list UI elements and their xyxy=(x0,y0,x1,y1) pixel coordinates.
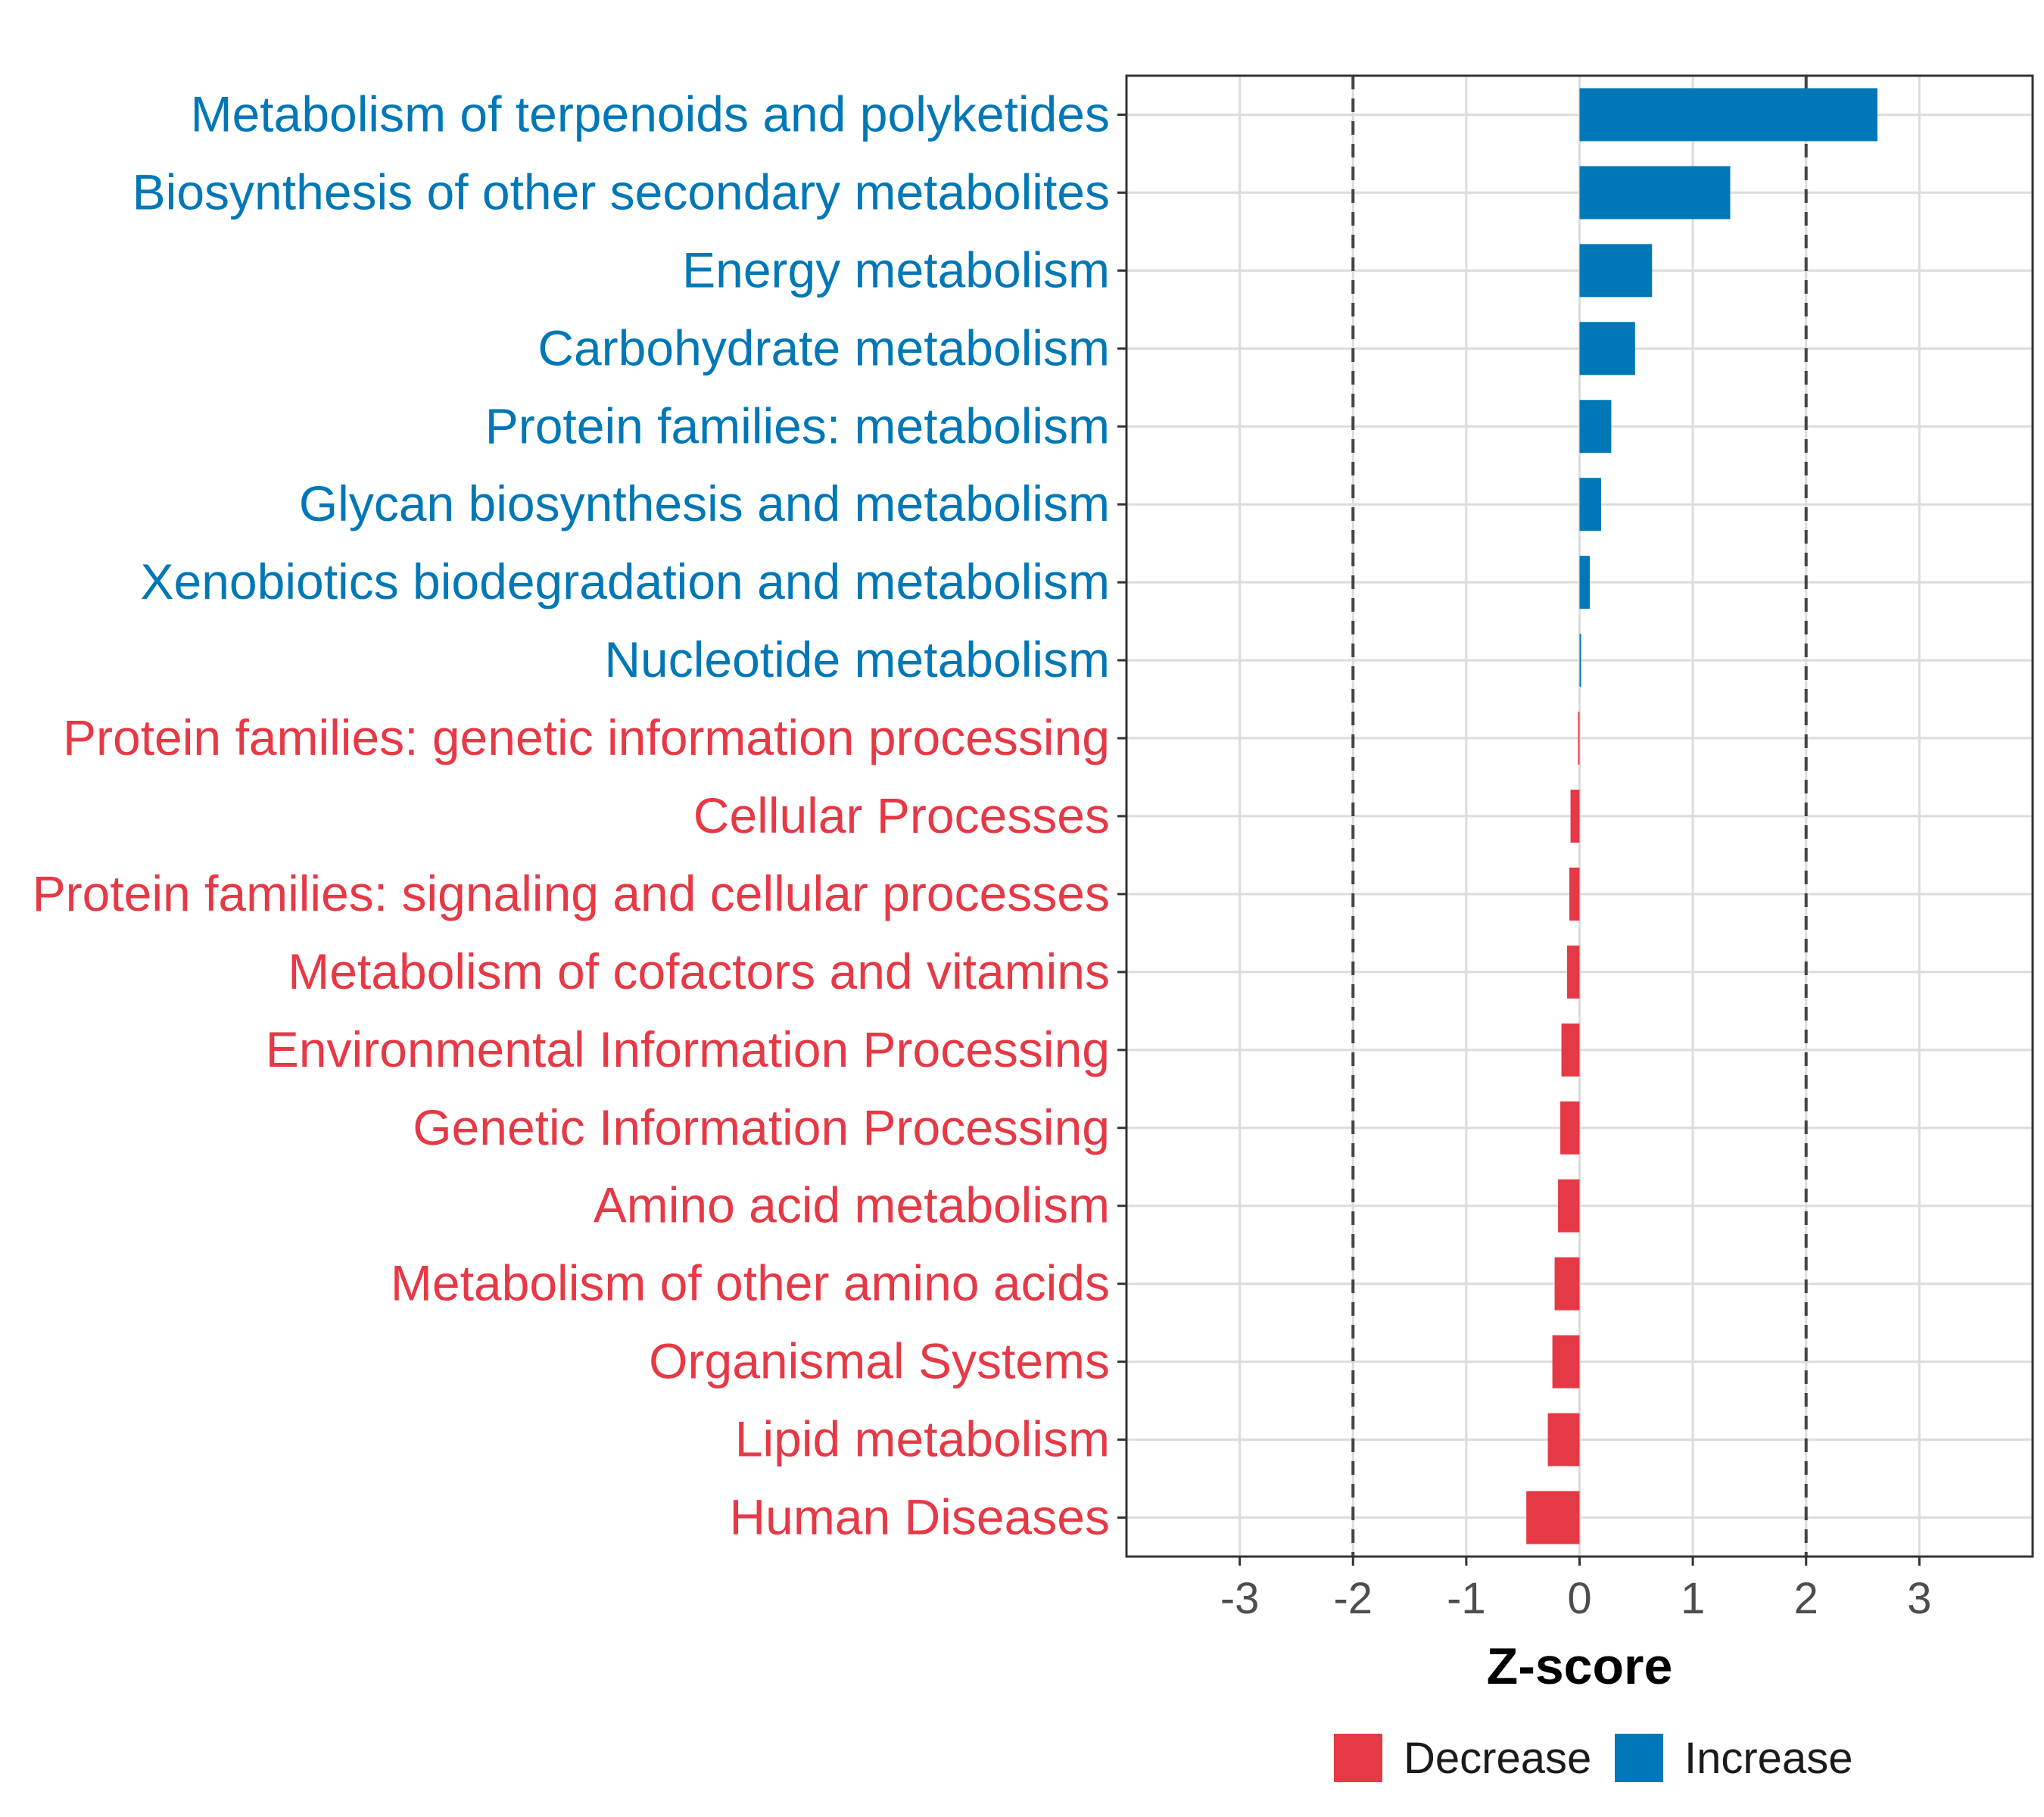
y-label-amino-acid-metabolism: Amino acid metabolism xyxy=(594,1177,1110,1233)
legend-swatch-increase xyxy=(1615,1734,1663,1782)
x-tick-label-1: 1 xyxy=(1681,1574,1705,1623)
y-label-genetic-information-processing: Genetic Information Processing xyxy=(413,1099,1110,1155)
y-label-metabolism-of-cofactors-and-vitamins: Metabolism of cofactors and vitamins xyxy=(288,943,1110,999)
y-label-protein-families-signaling-and-cellular-processes: Protein families: signaling and cellular… xyxy=(33,865,1110,921)
bar-metabolism-of-other-amino-acids xyxy=(1554,1257,1580,1311)
bar-protein-families-genetic-information-processing xyxy=(1578,712,1580,765)
bar-genetic-information-processing xyxy=(1560,1101,1580,1155)
y-label-carbohydrate-metabolism: Carbohydrate metabolism xyxy=(537,319,1110,376)
bar-glycan-biosynthesis-and-metabolism xyxy=(1579,478,1601,531)
y-label-protein-families-genetic-information-processing: Protein families: genetic information pr… xyxy=(63,709,1110,765)
x-axis-title: Z-score xyxy=(1487,1638,1673,1695)
bar-organismal-systems xyxy=(1552,1335,1580,1388)
bars xyxy=(1526,88,1878,1544)
bar-lipid-metabolism xyxy=(1547,1413,1580,1466)
bar-human-diseases xyxy=(1526,1491,1580,1544)
y-label-energy-metabolism: Energy metabolism xyxy=(682,242,1110,298)
y-label-cellular-processes: Cellular Processes xyxy=(693,787,1110,843)
y-label-protein-families-metabolism: Protein families: metabolism xyxy=(485,397,1110,453)
legend-label-decrease: Decrease xyxy=(1404,1734,1591,1783)
y-label-metabolism-of-other-amino-acids: Metabolism of other amino acids xyxy=(391,1255,1110,1311)
y-label-human-diseases: Human Diseases xyxy=(729,1489,1110,1545)
bar-carbohydrate-metabolism xyxy=(1579,322,1635,376)
bar-metabolism-of-cofactors-and-vitamins xyxy=(1567,945,1580,999)
y-axis-ticks xyxy=(1117,113,1126,1519)
x-tick-label-2: 2 xyxy=(1794,1574,1818,1623)
bar-xenobiotics-biodegradation-and-metabolism xyxy=(1579,556,1590,609)
bar-environmental-information-processing xyxy=(1561,1023,1580,1077)
y-axis-labels: Metabolism of terpenoids and polyketides… xyxy=(33,86,1110,1544)
x-tick-label-3: 3 xyxy=(1907,1574,1931,1623)
y-label-biosynthesis-of-other-secondary-metabolites: Biosynthesis of other secondary metaboli… xyxy=(132,164,1110,220)
y-label-organismal-systems: Organismal Systems xyxy=(649,1333,1110,1389)
y-label-nucleotide-metabolism: Nucleotide metabolism xyxy=(604,631,1110,687)
y-label-metabolism-of-terpenoids-and-polyketides: Metabolism of terpenoids and polyketides xyxy=(191,86,1110,142)
x-tick-label-2: -2 xyxy=(1333,1574,1373,1623)
legend-swatch-decrease xyxy=(1334,1734,1382,1782)
bar-energy-metabolism xyxy=(1579,244,1653,298)
y-label-xenobiotics-biodegradation-and-metabolism: Xenobiotics biodegradation and metabolis… xyxy=(141,553,1111,609)
x-tick-label-3: -3 xyxy=(1220,1574,1260,1623)
bar-protein-families-metabolism xyxy=(1579,400,1612,453)
bar-cellular-processes xyxy=(1570,789,1580,843)
legend: Decrease Increase xyxy=(1334,1734,1852,1783)
y-label-lipid-metabolism: Lipid metabolism xyxy=(735,1411,1110,1467)
legend-label-increase: Increase xyxy=(1684,1734,1852,1783)
y-label-environmental-information-processing: Environmental Information Processing xyxy=(266,1021,1110,1077)
x-axis-ticks: -3 -2 -1 0 1 2 3 xyxy=(1220,1557,1932,1623)
y-label-glycan-biosynthesis-and-metabolism: Glycan biosynthesis and metabolism xyxy=(299,475,1110,531)
bar-amino-acid-metabolism xyxy=(1558,1179,1580,1233)
x-tick-label-0: 0 xyxy=(1567,1574,1591,1623)
bar-protein-families-signaling-and-cellular-processes xyxy=(1569,867,1580,921)
bar-nucleotide-metabolism xyxy=(1579,634,1581,687)
bar-metabolism-of-terpenoids-and-polyketides xyxy=(1579,88,1878,142)
bar-biosynthesis-of-other-secondary-metabolites xyxy=(1579,166,1731,220)
x-tick-label-1: -1 xyxy=(1447,1574,1486,1623)
